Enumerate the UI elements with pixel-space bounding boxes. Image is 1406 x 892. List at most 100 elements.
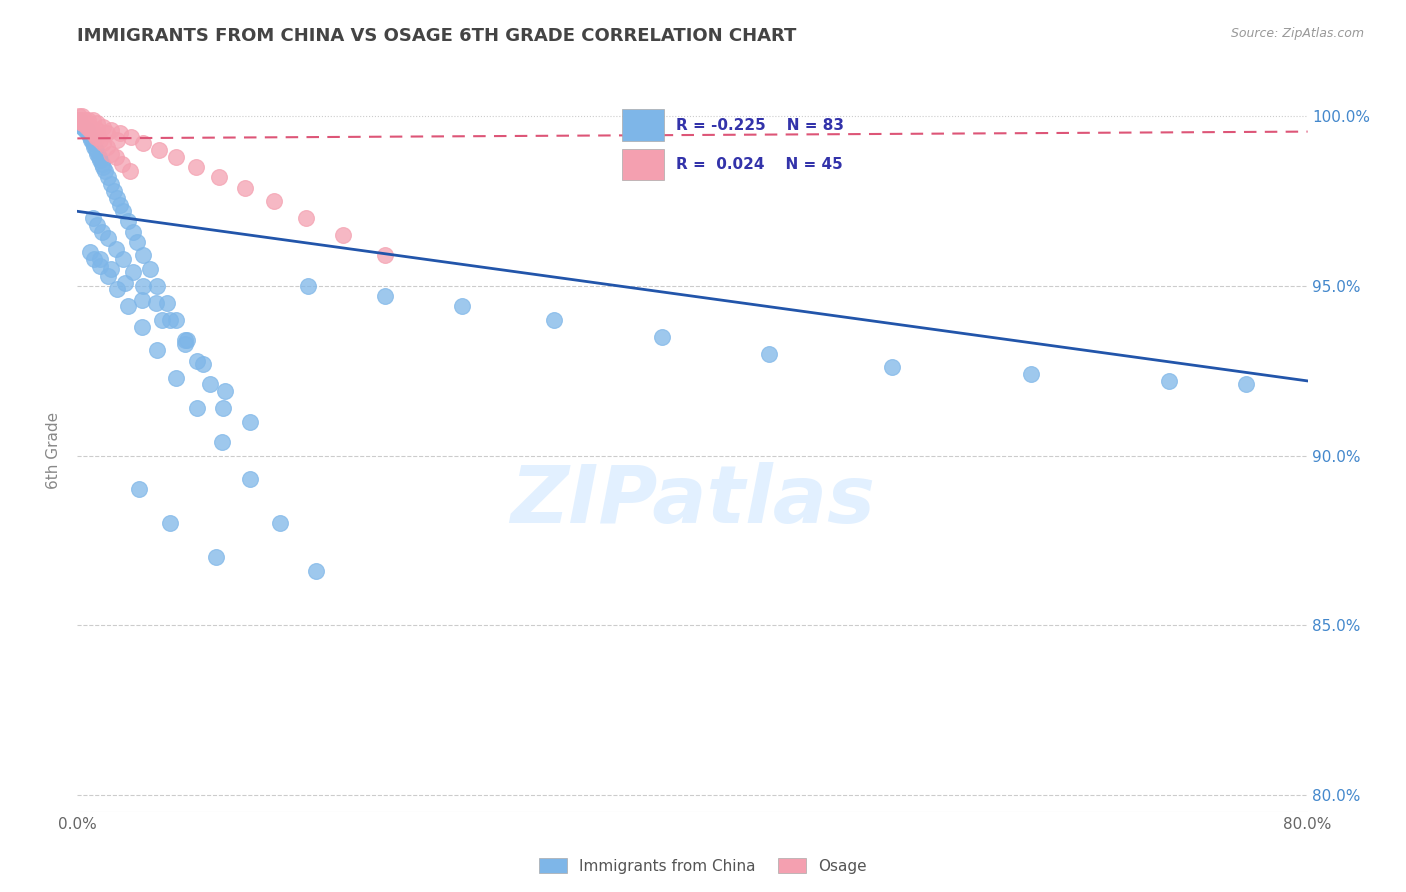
Point — [165, 313, 187, 327]
Point — [758, 347, 780, 361]
Point — [214, 384, 236, 398]
Point — [97, 170, 120, 185]
Point — [239, 472, 262, 486]
Point — [86, 116, 108, 130]
Point — [165, 370, 187, 384]
Point — [146, 279, 169, 293]
Point — [89, 153, 111, 168]
Point — [450, 299, 472, 313]
Point — [80, 133, 103, 147]
Point — [263, 194, 285, 208]
Point — [73, 123, 96, 137]
Point — [150, 313, 173, 327]
Point — [159, 313, 181, 327]
Point — [100, 123, 122, 137]
Point — [76, 123, 98, 137]
Point — [77, 120, 100, 134]
Text: Source: ZipAtlas.com: Source: ZipAtlas.com — [1230, 27, 1364, 40]
Point — [97, 268, 120, 283]
Point — [176, 333, 198, 347]
Point — [155, 296, 177, 310]
Point — [84, 143, 107, 157]
Point — [72, 116, 94, 130]
Point — [132, 248, 155, 262]
Point — [882, 360, 904, 375]
Point — [103, 184, 125, 198]
Point — [297, 279, 319, 293]
Point — [73, 112, 96, 127]
Point — [82, 211, 104, 226]
Y-axis label: 6th Grade: 6th Grade — [46, 412, 62, 489]
Point — [132, 279, 155, 293]
Point — [67, 109, 90, 123]
Point — [67, 112, 90, 127]
Point — [73, 116, 96, 130]
Point — [70, 116, 93, 130]
Point — [186, 353, 208, 368]
Point — [374, 289, 396, 303]
Point — [70, 120, 93, 134]
Point — [193, 357, 215, 371]
Point — [97, 231, 120, 245]
Point — [90, 225, 114, 239]
Point — [82, 136, 104, 151]
Point — [127, 235, 149, 249]
Point — [80, 123, 103, 137]
Point — [186, 401, 208, 415]
Point — [76, 120, 98, 134]
Point — [174, 333, 197, 347]
Point — [87, 150, 110, 164]
Point — [86, 123, 108, 137]
Point — [69, 116, 91, 130]
Point — [77, 112, 100, 127]
Point — [89, 259, 111, 273]
Point — [1019, 367, 1042, 381]
Point — [128, 483, 150, 497]
Point — [79, 245, 101, 260]
Point — [239, 415, 262, 429]
Point — [79, 129, 101, 144]
Point — [105, 133, 128, 147]
Point — [145, 296, 167, 310]
Point — [96, 126, 118, 140]
Point — [211, 434, 233, 449]
Point — [89, 252, 111, 266]
Point — [100, 262, 122, 277]
Point — [100, 146, 122, 161]
Point — [159, 516, 181, 531]
Point — [112, 252, 135, 266]
Point — [69, 112, 91, 127]
Point — [165, 150, 187, 164]
Point — [105, 282, 128, 296]
Point — [67, 112, 90, 127]
Point — [93, 120, 115, 134]
Point — [77, 126, 100, 140]
Point — [117, 299, 139, 313]
Point — [79, 120, 101, 134]
Point — [114, 276, 136, 290]
Point — [121, 265, 143, 279]
Point — [72, 120, 94, 134]
Point — [651, 330, 673, 344]
Point — [112, 204, 135, 219]
Point — [79, 123, 101, 137]
Point — [82, 126, 104, 140]
Point — [93, 136, 115, 151]
Point — [93, 160, 115, 174]
Point — [131, 293, 153, 307]
Point — [148, 143, 170, 157]
Point — [110, 197, 132, 211]
Point — [86, 218, 108, 232]
Point — [89, 133, 111, 147]
Point — [269, 516, 291, 531]
Point — [295, 211, 318, 226]
Point — [70, 109, 93, 123]
Point — [204, 550, 226, 565]
Point — [96, 140, 118, 154]
Point — [104, 150, 127, 164]
Point — [94, 163, 117, 178]
Point — [83, 252, 105, 266]
Point — [131, 319, 153, 334]
Point — [208, 170, 231, 185]
Point — [212, 401, 235, 415]
